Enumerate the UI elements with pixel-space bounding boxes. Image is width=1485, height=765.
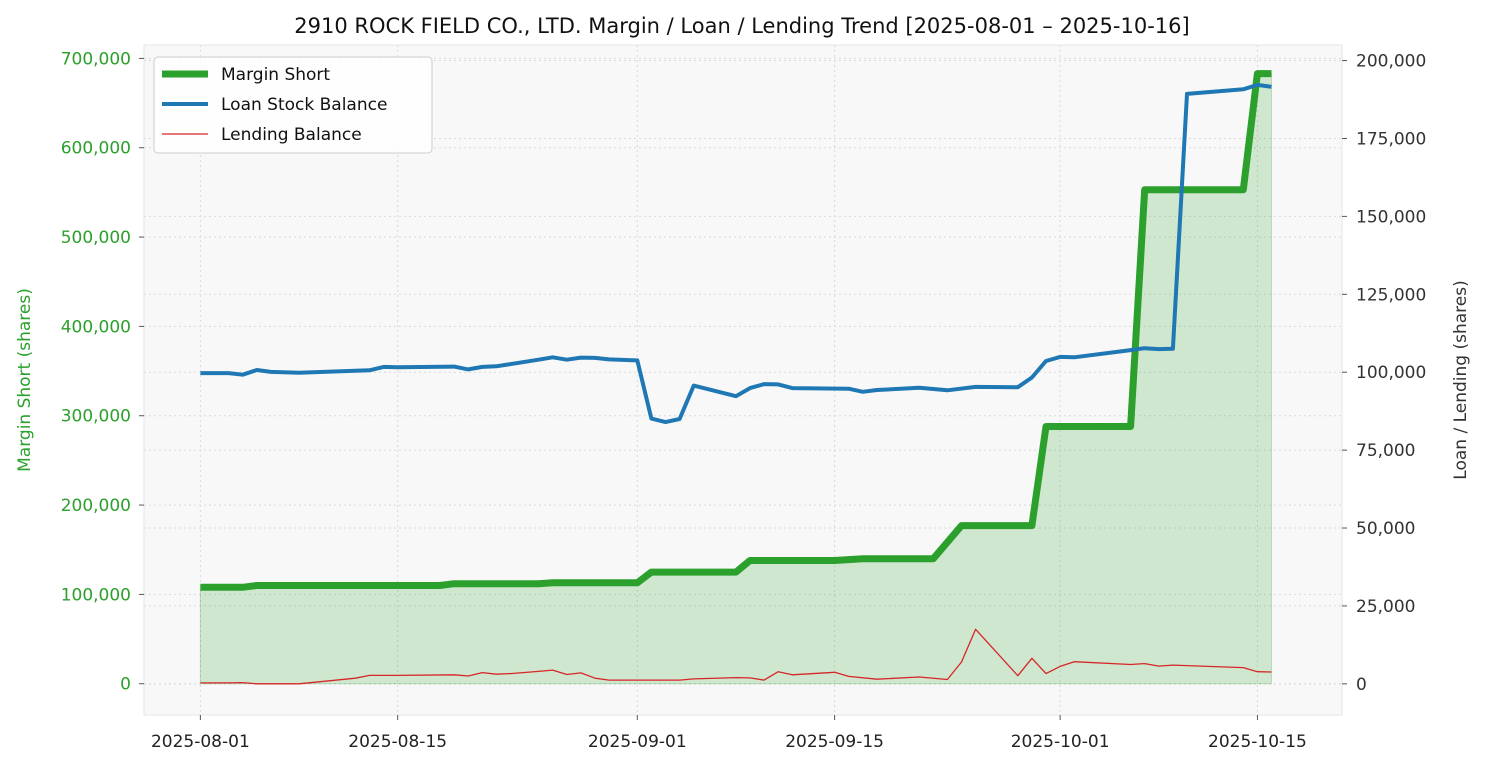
x-tick-label: 2025-08-15 (348, 732, 447, 752)
y-tick-label-right: 50,000 (1356, 519, 1415, 539)
y-tick-label-right: 0 (1356, 675, 1367, 695)
axes: 0 100,000 200,000 300,000 400,000 500,000 600,… (61, 44, 1426, 752)
y-tick-label-left: 100,000 (61, 585, 131, 605)
y-tick-label-left: 200,000 (61, 496, 131, 516)
y-tick-label-left: 500,000 (61, 228, 131, 248)
y-tick-label-right: 125,000 (1356, 285, 1426, 305)
y-tick-label-right: 150,000 (1356, 207, 1426, 227)
y-tick-label-right: 200,000 (1356, 52, 1426, 72)
y-tick-label-left: 0 (120, 675, 131, 695)
legend-label-lending-balance: Lending Balance (221, 125, 362, 145)
y-axis-label-left: Margin Short (shares) (15, 288, 35, 472)
y-tick-label-right: 175,000 (1356, 129, 1426, 149)
plot-frame (143, 44, 1343, 716)
y-tick-label-right: 75,000 (1356, 441, 1415, 461)
x-tick-label: 2025-10-15 (1208, 732, 1307, 752)
legend-label-loan-stock-balance: Loan Stock Balance (221, 95, 387, 115)
y-tick-label-left: 600,000 (61, 139, 131, 159)
series-line-loan-stock-balance (200, 82, 1272, 425)
chart-title: 2910 ROCK FIELD CO., LTD. Margin / Loan … (294, 14, 1189, 38)
grid-lines (144, 45, 1342, 715)
y-axis-label-right: Loan / Lending (shares) (1451, 280, 1471, 479)
y-tick-label-left: 400,000 (61, 317, 131, 337)
series-line-lending-balance (200, 628, 1272, 685)
x-tick-label: 2025-09-01 (588, 732, 687, 752)
plot-area (144, 45, 1342, 715)
series-layer (199, 70, 1272, 685)
legend-label-margin-short: Margin Short (221, 65, 330, 85)
y-tick-label-left: 700,000 (61, 49, 131, 69)
legend: Margin Short Loan Stock Balance Lending … (153, 56, 433, 154)
x-tick-label: 2025-08-01 (151, 732, 250, 752)
series-line-margin-short (200, 70, 1272, 591)
y-tick-label-right: 100,000 (1356, 363, 1426, 383)
x-tick-label: 2025-09-15 (785, 732, 884, 752)
legend-box (153, 56, 433, 154)
y-tick-label-left: 300,000 (61, 407, 131, 427)
x-tick-label: 2025-10-01 (1011, 732, 1110, 752)
y-tick-label-right: 25,000 (1356, 597, 1415, 617)
